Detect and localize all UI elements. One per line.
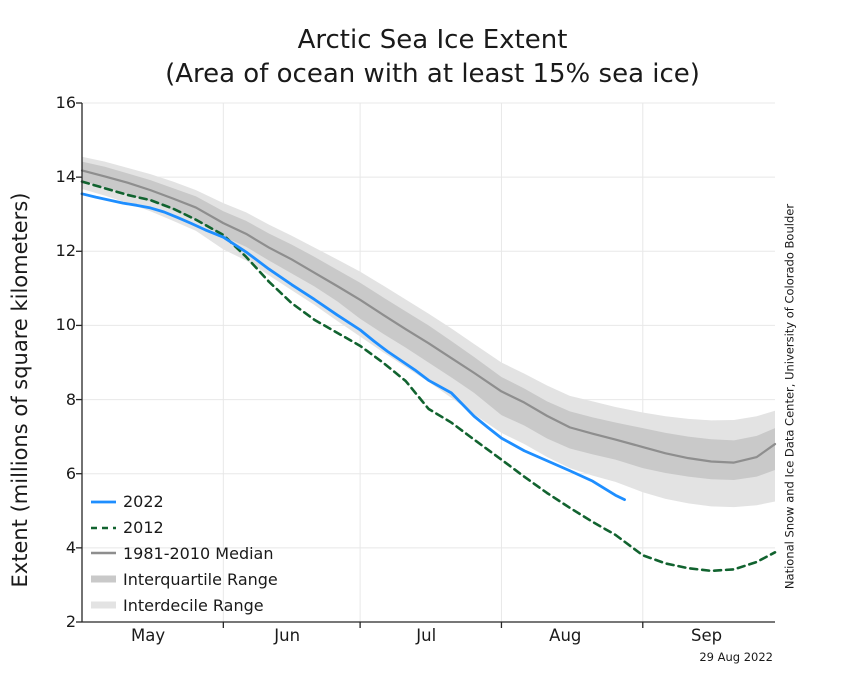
legend-swatch-1981-2010-median (91, 552, 116, 555)
chart-subtitle: (Area of ocean with at least 15% sea ice… (165, 59, 700, 89)
y-tick-label-6: 6 (65, 463, 76, 483)
chart-title: Arctic Sea Ice Extent (297, 25, 568, 55)
legend-item-interquartile-range: Interquartile Range (91, 566, 278, 592)
legend-swatch-interquartile-range (91, 575, 116, 583)
band-interquartile-range (82, 161, 775, 481)
legend-item-interdecile-range: Interdecile Range (91, 592, 278, 618)
legend-swatch-2012 (91, 526, 116, 529)
x-tick-label-jul: Jul (416, 626, 437, 645)
legend-label: 2012 (123, 518, 164, 538)
legend: 2022 2012 1981-2010 Median Interquartile Ra… (91, 489, 278, 618)
x-tick-label-jun: Jun (274, 626, 301, 645)
x-tick-label-sep: Sep (691, 626, 723, 645)
legend-label: Interquartile Range (123, 569, 278, 589)
y-tick-label-12: 12 (55, 241, 76, 261)
legend-swatch-2022 (91, 500, 116, 504)
legend-swatch-interdecile-range (91, 601, 116, 609)
credit-text: National Snow and Ice Data Center, Unive… (782, 203, 797, 590)
legend-label: Interdecile Range (123, 595, 264, 615)
y-tick-label-4: 4 (65, 537, 76, 557)
legend-label: 2022 (123, 492, 164, 512)
series-2012 (80, 180, 777, 573)
y-tick-label-16: 16 (55, 93, 76, 112)
date-label: 29 Aug 2022 (699, 650, 773, 664)
y-tick-label-14: 14 (55, 167, 76, 187)
legend-label: 1981-2010 Median (123, 543, 274, 563)
series-2022 (80, 192, 626, 502)
axes (76, 102, 775, 628)
x-tick-label-aug: Aug (549, 626, 582, 645)
x-tick-label-may: May (131, 626, 166, 645)
legend-item-2012: 2012 (91, 515, 278, 541)
y-tick-label-8: 8 (65, 389, 76, 409)
legend-item-1981-2010-median: 1981-2010 Median (91, 541, 278, 567)
y-tick-label-2: 2 (65, 612, 76, 631)
legend-item-2022: 2022 (91, 489, 278, 515)
y-tick-label-10: 10 (55, 315, 76, 335)
series-1981-2010-median (80, 169, 777, 464)
